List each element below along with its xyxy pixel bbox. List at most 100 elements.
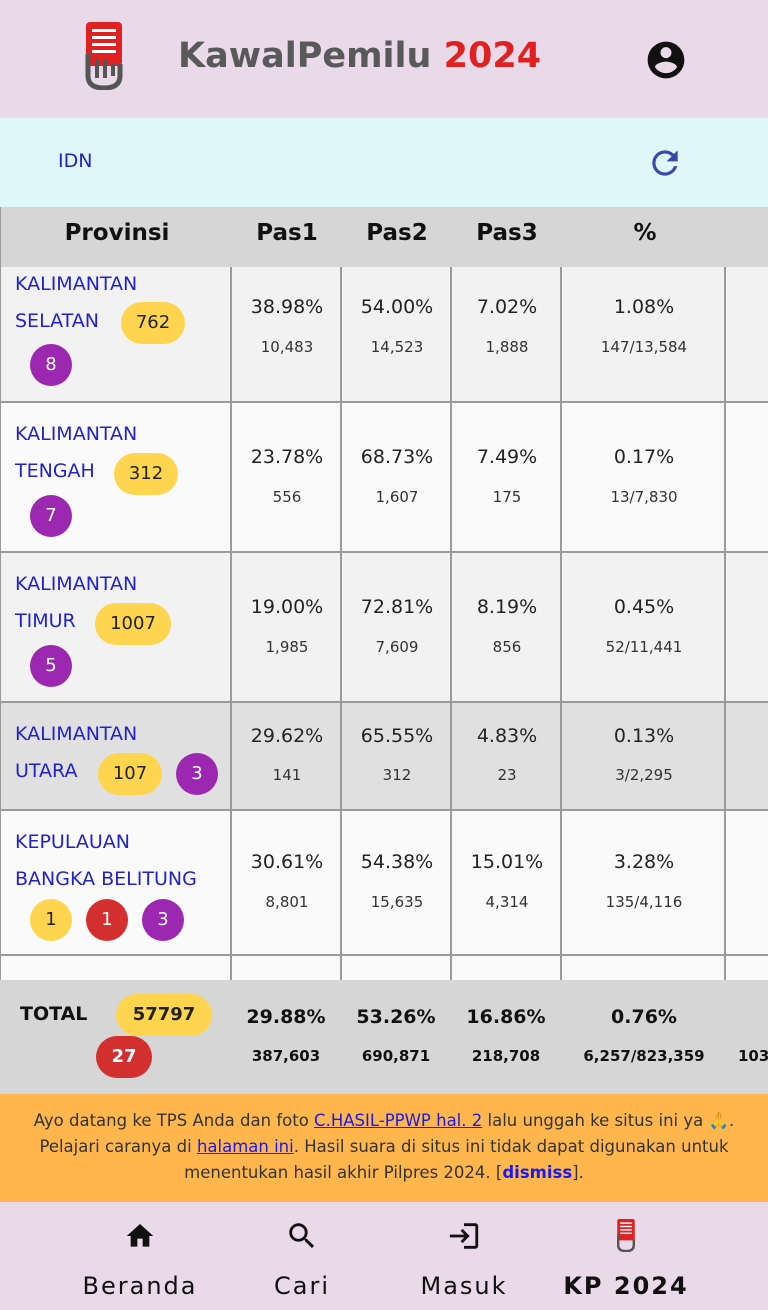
pas2-votes: 15,635 <box>370 893 424 911</box>
nav-masuk[interactable]: Masuk <box>384 1202 544 1310</box>
pas2-percent: 72.81% <box>360 596 434 618</box>
guide-link[interactable]: halaman ini <box>196 1137 294 1156</box>
province-name-line2[interactable]: TIMUR <box>15 610 76 632</box>
province-name-line2[interactable]: SELATAN <box>15 310 99 332</box>
pas1-cell: 29.62% 141 <box>230 703 342 809</box>
nav-label: Cari <box>274 1272 330 1300</box>
header-pas1[interactable]: Pas1 <box>256 220 318 246</box>
pas3-cell: 15.01% 4,314 <box>450 811 562 954</box>
tps-pending-badge: 762 <box>121 302 185 344</box>
header-provinsi[interactable]: Provinsi <box>64 220 170 246</box>
overflow-cell <box>724 703 768 809</box>
province-cell: KALIMANTAN TIMUR 1007 5 <box>0 553 232 701</box>
pas2-votes: 7,609 <box>375 638 419 656</box>
pas2-cell: 54.38% 15,635 <box>340 811 452 954</box>
progress-cell <box>560 956 726 980</box>
province-name-line1[interactable]: KALIMANTAN <box>15 573 138 595</box>
pas3-cell: 7.02% 1,888 <box>450 267 562 401</box>
pas2-cell: 68.73% 1,607 <box>340 403 452 551</box>
pas2-percent: 54.38% <box>360 851 434 873</box>
progress-ratio: 3/2,295 <box>615 766 673 784</box>
bottom-nav: Beranda Cari Masuk KP 2024 <box>0 1202 768 1310</box>
pas1-cell: 19.00% 1,985 <box>230 553 342 701</box>
tps-pending-badge: 1 <box>30 899 72 941</box>
nav-kp2024[interactable]: KP 2024 <box>546 1202 706 1310</box>
pas2-percent: 65.55% <box>360 725 434 747</box>
table-row[interactable]: KALIMANTAN TENGAH 312 7 23.78% 556 68.73… <box>0 403 768 553</box>
error-count-badge: 7 <box>30 495 72 537</box>
province-cell: KALIMANTAN SELATAN 762 8 <box>0 267 232 401</box>
pas1-percent: 19.00% <box>250 596 324 618</box>
tps-pending-badge: 312 <box>114 453 178 495</box>
refresh-icon[interactable] <box>646 144 684 182</box>
nav-label: Masuk <box>420 1272 508 1300</box>
tps-pending-badge: 107 <box>98 753 162 795</box>
total-pas2-percent: 53.26% <box>356 1006 436 1028</box>
province-name-line2[interactable]: BANGKA BELITUNG <box>15 868 197 890</box>
notice-banner: Ayo datang ke TPS Anda dan foto C.HASIL-… <box>0 1094 768 1202</box>
progress-percent: 3.28% <box>613 851 675 873</box>
pas3-cell: 7.49% 175 <box>450 403 562 551</box>
province-cell: KALIMANTAN TENGAH 312 7 <box>0 403 232 551</box>
province-name-line2[interactable]: TENGAH <box>15 460 95 482</box>
province-name-line1[interactable]: KEPULAUAN <box>15 831 130 853</box>
header-pas3[interactable]: Pas3 <box>476 220 538 246</box>
account-circle-icon[interactable] <box>644 38 688 82</box>
progress-percent: 0.17% <box>613 446 675 468</box>
error-count-badge: 3 <box>176 753 218 795</box>
progress-cell: 0.13% 3/2,295 <box>560 703 726 809</box>
header-percent[interactable]: % <box>633 220 657 246</box>
home-icon <box>126 1224 154 1247</box>
breadcrumb-idn[interactable]: IDN <box>58 150 93 172</box>
nav-label: Beranda <box>82 1272 198 1300</box>
header-pas2[interactable]: Pas2 <box>366 220 428 246</box>
total-tps-pending-badge: 57797 <box>116 994 212 1036</box>
notice-text-part: Ayo datang ke TPS Anda dan foto <box>33 1111 315 1130</box>
total-label: TOTAL <box>20 1003 88 1025</box>
brand-title: KawalPemilu 2024 <box>178 36 541 76</box>
pas2-votes: 1,607 <box>375 488 419 506</box>
total-pas1-votes: 387,603 <box>251 1047 321 1065</box>
search-icon <box>289 1223 315 1249</box>
pas1-votes: 1,985 <box>265 638 309 656</box>
nav-beranda[interactable]: Beranda <box>60 1202 220 1310</box>
kp-logo-icon <box>617 1218 635 1252</box>
pas2-percent: 68.73% <box>360 446 434 468</box>
total-pas2-votes: 690,871 <box>361 1047 431 1065</box>
overflow-cell <box>724 403 768 551</box>
total-pas3-percent: 16.86% <box>466 1006 546 1028</box>
table-row-partial <box>0 956 768 980</box>
nav-cari[interactable]: Cari <box>222 1202 382 1310</box>
pas1-votes: 8,801 <box>265 893 309 911</box>
dismiss-link[interactable]: dismiss <box>502 1163 573 1182</box>
error-count-badge: 3 <box>142 899 184 941</box>
login-icon <box>449 1223 479 1249</box>
province-name-line1[interactable]: KALIMANTAN <box>15 273 138 295</box>
table-row[interactable]: KALIMANTAN UTARA 107 3 29.62% 141 65.55%… <box>0 703 768 811</box>
province-name-line1[interactable]: KALIMANTAN <box>15 723 138 745</box>
notice-text: Ayo datang ke TPS Anda dan foto C.HASIL-… <box>30 1108 738 1186</box>
overflow-cell <box>724 956 768 980</box>
table-row[interactable]: KEPULAUAN BANGKA BELITUNG 1 1 3 30.61% 8… <box>0 811 768 956</box>
pas2-cell: 54.00% 14,523 <box>340 267 452 401</box>
pas3-cell: 4.83% 23 <box>450 703 562 809</box>
pas1-cell <box>230 956 342 980</box>
c-hasil-link[interactable]: C.HASIL-PPWP hal. 2 <box>314 1111 483 1130</box>
pas3-percent: 15.01% <box>470 851 544 873</box>
kp-logo-icon[interactable] <box>80 20 128 90</box>
total-progress-ratio: 6,257/823,359 <box>583 1047 705 1065</box>
pas3-percent: 7.49% <box>476 446 538 468</box>
table-row[interactable]: KALIMANTAN TIMUR 1007 5 19.00% 1,985 72.… <box>0 553 768 703</box>
progress-ratio: 52/11,441 <box>605 638 683 656</box>
province-name-line2[interactable]: UTARA <box>15 760 78 782</box>
pas1-cell: 38.98% 10,483 <box>230 267 342 401</box>
pas3-votes: 175 <box>492 488 522 506</box>
province-cell <box>0 956 232 980</box>
province-name-line1[interactable]: KALIMANTAN <box>15 423 138 445</box>
progress-percent: 0.45% <box>613 596 675 618</box>
table-row[interactable]: KALIMANTAN SELATAN 762 8 38.98% 10,483 5… <box>0 267 768 403</box>
tps-pending-badge: 1007 <box>95 603 171 645</box>
brand-year: 2024 <box>443 36 542 76</box>
progress-percent: 0.13% <box>613 725 675 747</box>
